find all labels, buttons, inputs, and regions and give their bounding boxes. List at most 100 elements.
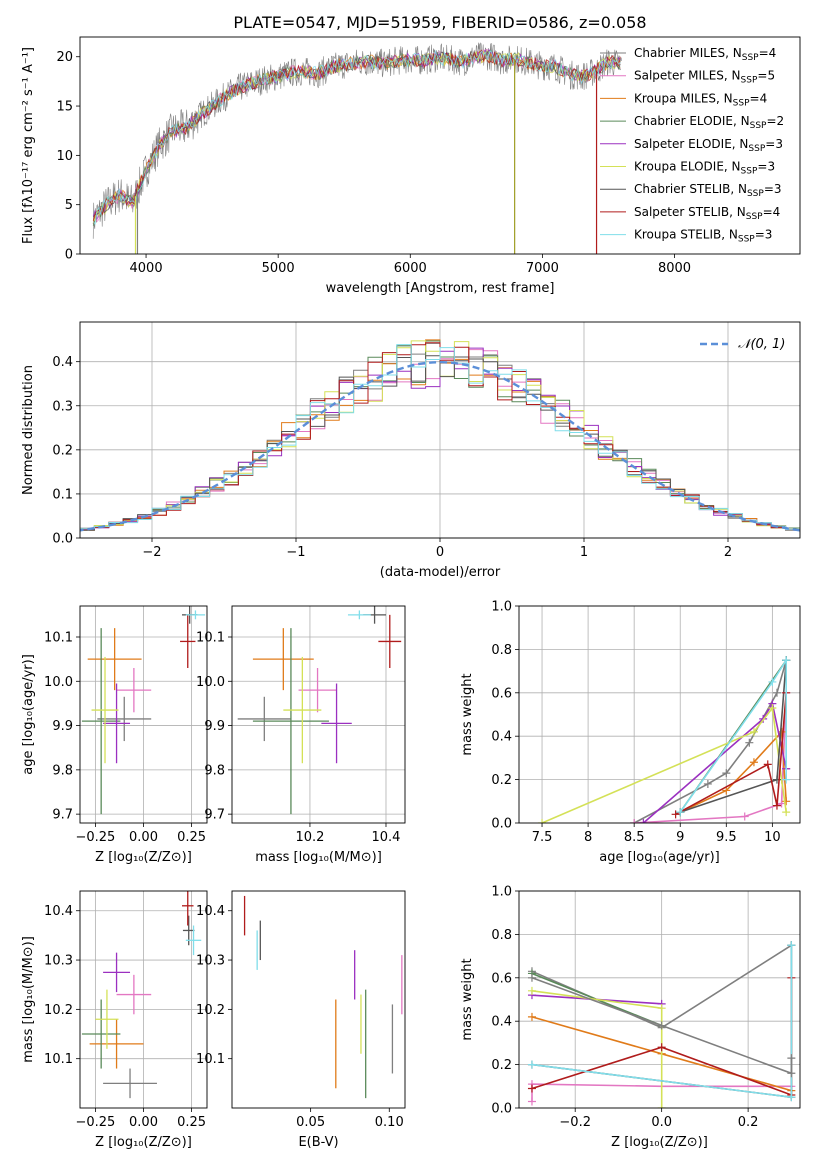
weight-vs-metallicity-panel: −0.2 0.0 0.2 0.0 0.2 0.4 0.6 0.8 1.0 Z [log₁₀(Z/Z…	[460, 885, 801, 1150]
observed-spectrum-line	[92, 42, 622, 239]
x-tick-label: −0.25	[75, 830, 115, 845]
weight-point-marker	[657, 1021, 666, 1030]
x-tick-label: 8000	[658, 261, 691, 276]
legend-entry: Kroupa MILES, NSSP=4	[634, 91, 767, 108]
x-tick-label: 0.25	[177, 830, 206, 845]
y-axis-label: Normed distribution	[21, 365, 36, 495]
y-tick-label: 0.4	[52, 355, 73, 370]
y-tick-label: 10.1	[44, 1052, 73, 1067]
weight-point-marker	[782, 656, 791, 665]
axes-frame	[231, 890, 406, 1109]
y-tick-label: 9.8	[52, 763, 73, 778]
axes-frame	[79, 321, 801, 539]
x-tick-label: 8	[584, 830, 592, 845]
x-tick-label: 7000	[526, 261, 559, 276]
y-tick-label: 10.4	[44, 904, 73, 919]
weight-series-line	[531, 990, 663, 1108]
y-tick-label: 0.8	[491, 928, 512, 943]
y-axis-label: age [log₁₀(age/yr)]	[21, 654, 36, 775]
y-tick-label: 10	[56, 149, 73, 164]
weight-series-line	[675, 692, 787, 816]
weight-point-marker	[657, 1104, 666, 1108]
legend-entry: Salpeter ELODIE, NSSP=3	[634, 137, 783, 154]
x-axis-label: mass [log₁₀(M/M⊙)]	[255, 850, 382, 865]
histogram-group	[80, 339, 800, 533]
x-axis-label: wavelength [Angstrom, rest frame]	[326, 281, 555, 296]
legend-entry: 𝒩(0, 1)	[738, 337, 785, 352]
x-tick-label: 9.5	[716, 830, 737, 845]
weight-point-marker	[749, 727, 758, 736]
x-tick-label: −0.25	[75, 1115, 115, 1130]
mass-vs-ebv-panel: 0.05 0.10 10.1 10.2 10.3 10.4 E(B-V)	[196, 890, 406, 1150]
age-vs-mass-panel: 10.2 10.4 9.7 9.8 9.9 10.0 10.1 mass [log₁₀(M/M…	[196, 605, 406, 865]
weight-point-marker	[703, 779, 712, 788]
axes-frame	[79, 36, 801, 255]
y-axis-label: Flux [fλ10⁻¹⁷ erg cm⁻² s⁻¹ A⁻¹]	[21, 47, 36, 244]
y-tick-label: 15	[56, 100, 73, 115]
weight-series-line	[531, 977, 793, 1075]
y-axis-label: mass weight	[460, 673, 475, 755]
y-tick-label: 0.0	[491, 817, 512, 832]
weight-point-marker	[787, 1069, 796, 1078]
y-tick-label: 10.2	[44, 1003, 73, 1018]
weight-point-marker	[657, 1043, 666, 1052]
weight-point-marker	[772, 801, 781, 810]
y-tick-label: 9.9	[52, 719, 73, 734]
weight-point-marker	[639, 819, 648, 823]
weight-point-marker	[749, 758, 758, 767]
weight-point-marker	[787, 941, 796, 950]
mass-vs-metallicity-panel: −0.25 0.00 0.25 10.1 10.2 10.3 10.4 Z [log₁₀(Z/…	[21, 890, 208, 1150]
y-tick-label: 10.1	[44, 631, 73, 646]
x-tick-label: 0.0	[651, 1115, 672, 1130]
y-tick-label: 1.0	[491, 885, 512, 900]
weight-point-marker	[722, 786, 731, 795]
x-axis-label: Z [log₁₀(Z/Z⊙)]	[611, 1135, 708, 1150]
weight-point-marker	[772, 688, 781, 697]
y-tick-label: 0.4	[491, 1015, 512, 1030]
y-tick-label: 10.1	[196, 1052, 225, 1067]
errorbar-group	[243, 895, 403, 1099]
legend-entry: Kroupa STELIB, NSSP=3	[634, 228, 772, 245]
normal-reference-curve	[80, 360, 800, 532]
y-tick-label: 10.4	[196, 904, 225, 919]
spectrum-traces	[92, 42, 622, 254]
y-tick-label: 0.6	[491, 971, 512, 986]
weight-point-marker	[740, 812, 749, 821]
weight-point-marker	[538, 819, 547, 823]
y-tick-label: 20	[56, 50, 73, 65]
y-tick-label: 0.2	[52, 443, 73, 458]
weight-point-marker	[527, 1097, 536, 1106]
legend-entry: Salpeter MILES, NSSP=5	[634, 69, 775, 86]
weight-point-marker	[782, 775, 791, 784]
weight-series-line	[531, 1083, 792, 1102]
x-tick-label: −1	[286, 545, 305, 560]
weight-point-marker	[768, 677, 777, 686]
weight-series-line	[679, 657, 787, 813]
weight-point-marker	[676, 808, 685, 817]
x-tick-label: 0.10	[375, 1115, 404, 1130]
legend-entry: Chabrier ELODIE, NSSP=2	[634, 114, 784, 131]
axes-frame	[231, 605, 406, 824]
y-tick-label: 10.3	[44, 954, 73, 969]
x-tick-label: 5000	[262, 261, 295, 276]
axes-frame	[79, 890, 208, 1109]
y-tick-label: 5	[65, 198, 73, 213]
legend-entry: Chabrier MILES, NSSP=4	[634, 46, 776, 63]
axes-frame	[518, 605, 801, 824]
y-tick-label: 0.3	[52, 399, 73, 414]
y-tick-label: 9.8	[204, 763, 225, 778]
weight-lines	[527, 941, 796, 1108]
spectrum-panel: 4000 5000 6000 7000 8000 0 5 10 15 20 wavelength […	[21, 36, 801, 296]
legend-entry: Kroupa ELODIE, NSSP=3	[634, 160, 775, 177]
axes-frame	[79, 605, 208, 824]
x-tick-label: 10.4	[372, 830, 401, 845]
y-tick-label: 9.9	[204, 719, 225, 734]
x-tick-label: 1	[580, 545, 588, 560]
y-tick-label: 10.3	[196, 954, 225, 969]
x-tick-label: 0	[436, 545, 444, 560]
y-tick-label: 0	[65, 248, 73, 263]
y-tick-label: 0.0	[52, 532, 73, 547]
y-tick-label: 0.2	[491, 1058, 512, 1073]
x-tick-label: −0.2	[559, 1115, 591, 1130]
